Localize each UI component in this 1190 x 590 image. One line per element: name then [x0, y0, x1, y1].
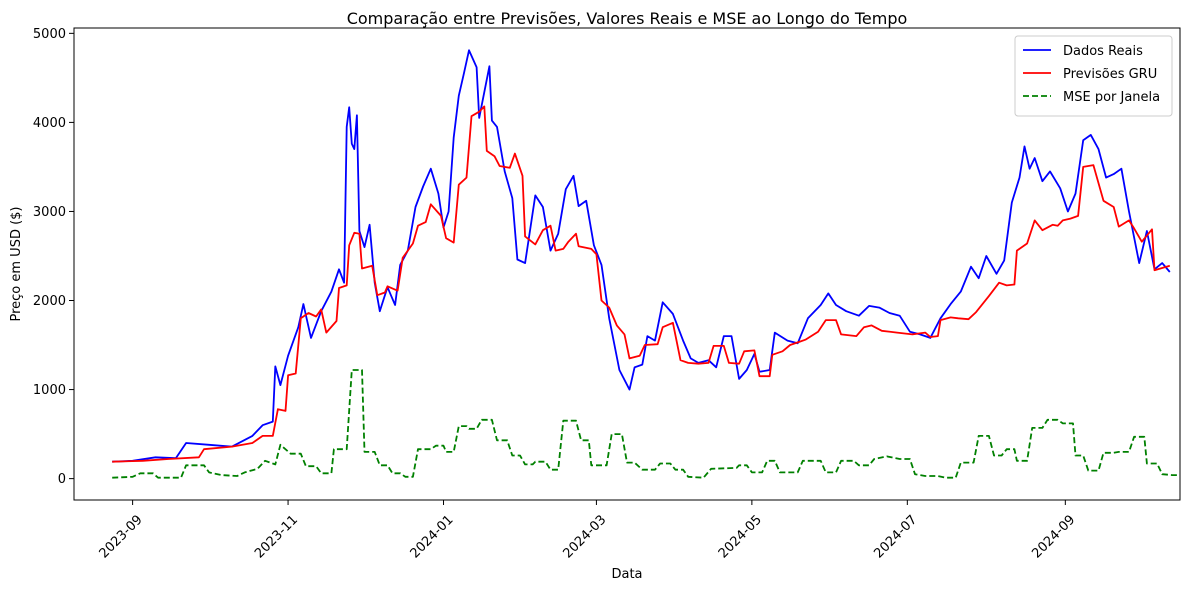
y-axis: 0 1000 2000 3000 4000 5000 [33, 27, 74, 487]
legend-label: MSE por Janela [1063, 90, 1160, 105]
y-tick-label: 0 [58, 472, 66, 487]
chart-title: Comparação entre Previsões, Valores Reai… [347, 9, 908, 28]
y-tick-label: 1000 [33, 383, 66, 398]
legend-label: Dados Reais [1063, 44, 1143, 59]
legend-label: Previsões GRU [1063, 67, 1157, 82]
y-tick-label: 4000 [33, 116, 66, 131]
legend-box [1014, 35, 1173, 117]
series-line-1 [112, 49, 1171, 463]
series-line-2 [112, 105, 1171, 463]
y-tick-label: 2000 [33, 294, 66, 309]
y-axis-label: Preço em USD ($) [9, 206, 24, 321]
plot-frame [73, 27, 1181, 501]
y-tick-label: 5000 [33, 27, 66, 42]
plot-area [112, 49, 1180, 479]
series-line-3 [112, 369, 1180, 479]
y-tick-label: 3000 [33, 205, 66, 220]
legend: Dados Reais Previsões GRU MSE por Janela [1014, 35, 1173, 117]
x-axis-label: Data [611, 567, 642, 582]
